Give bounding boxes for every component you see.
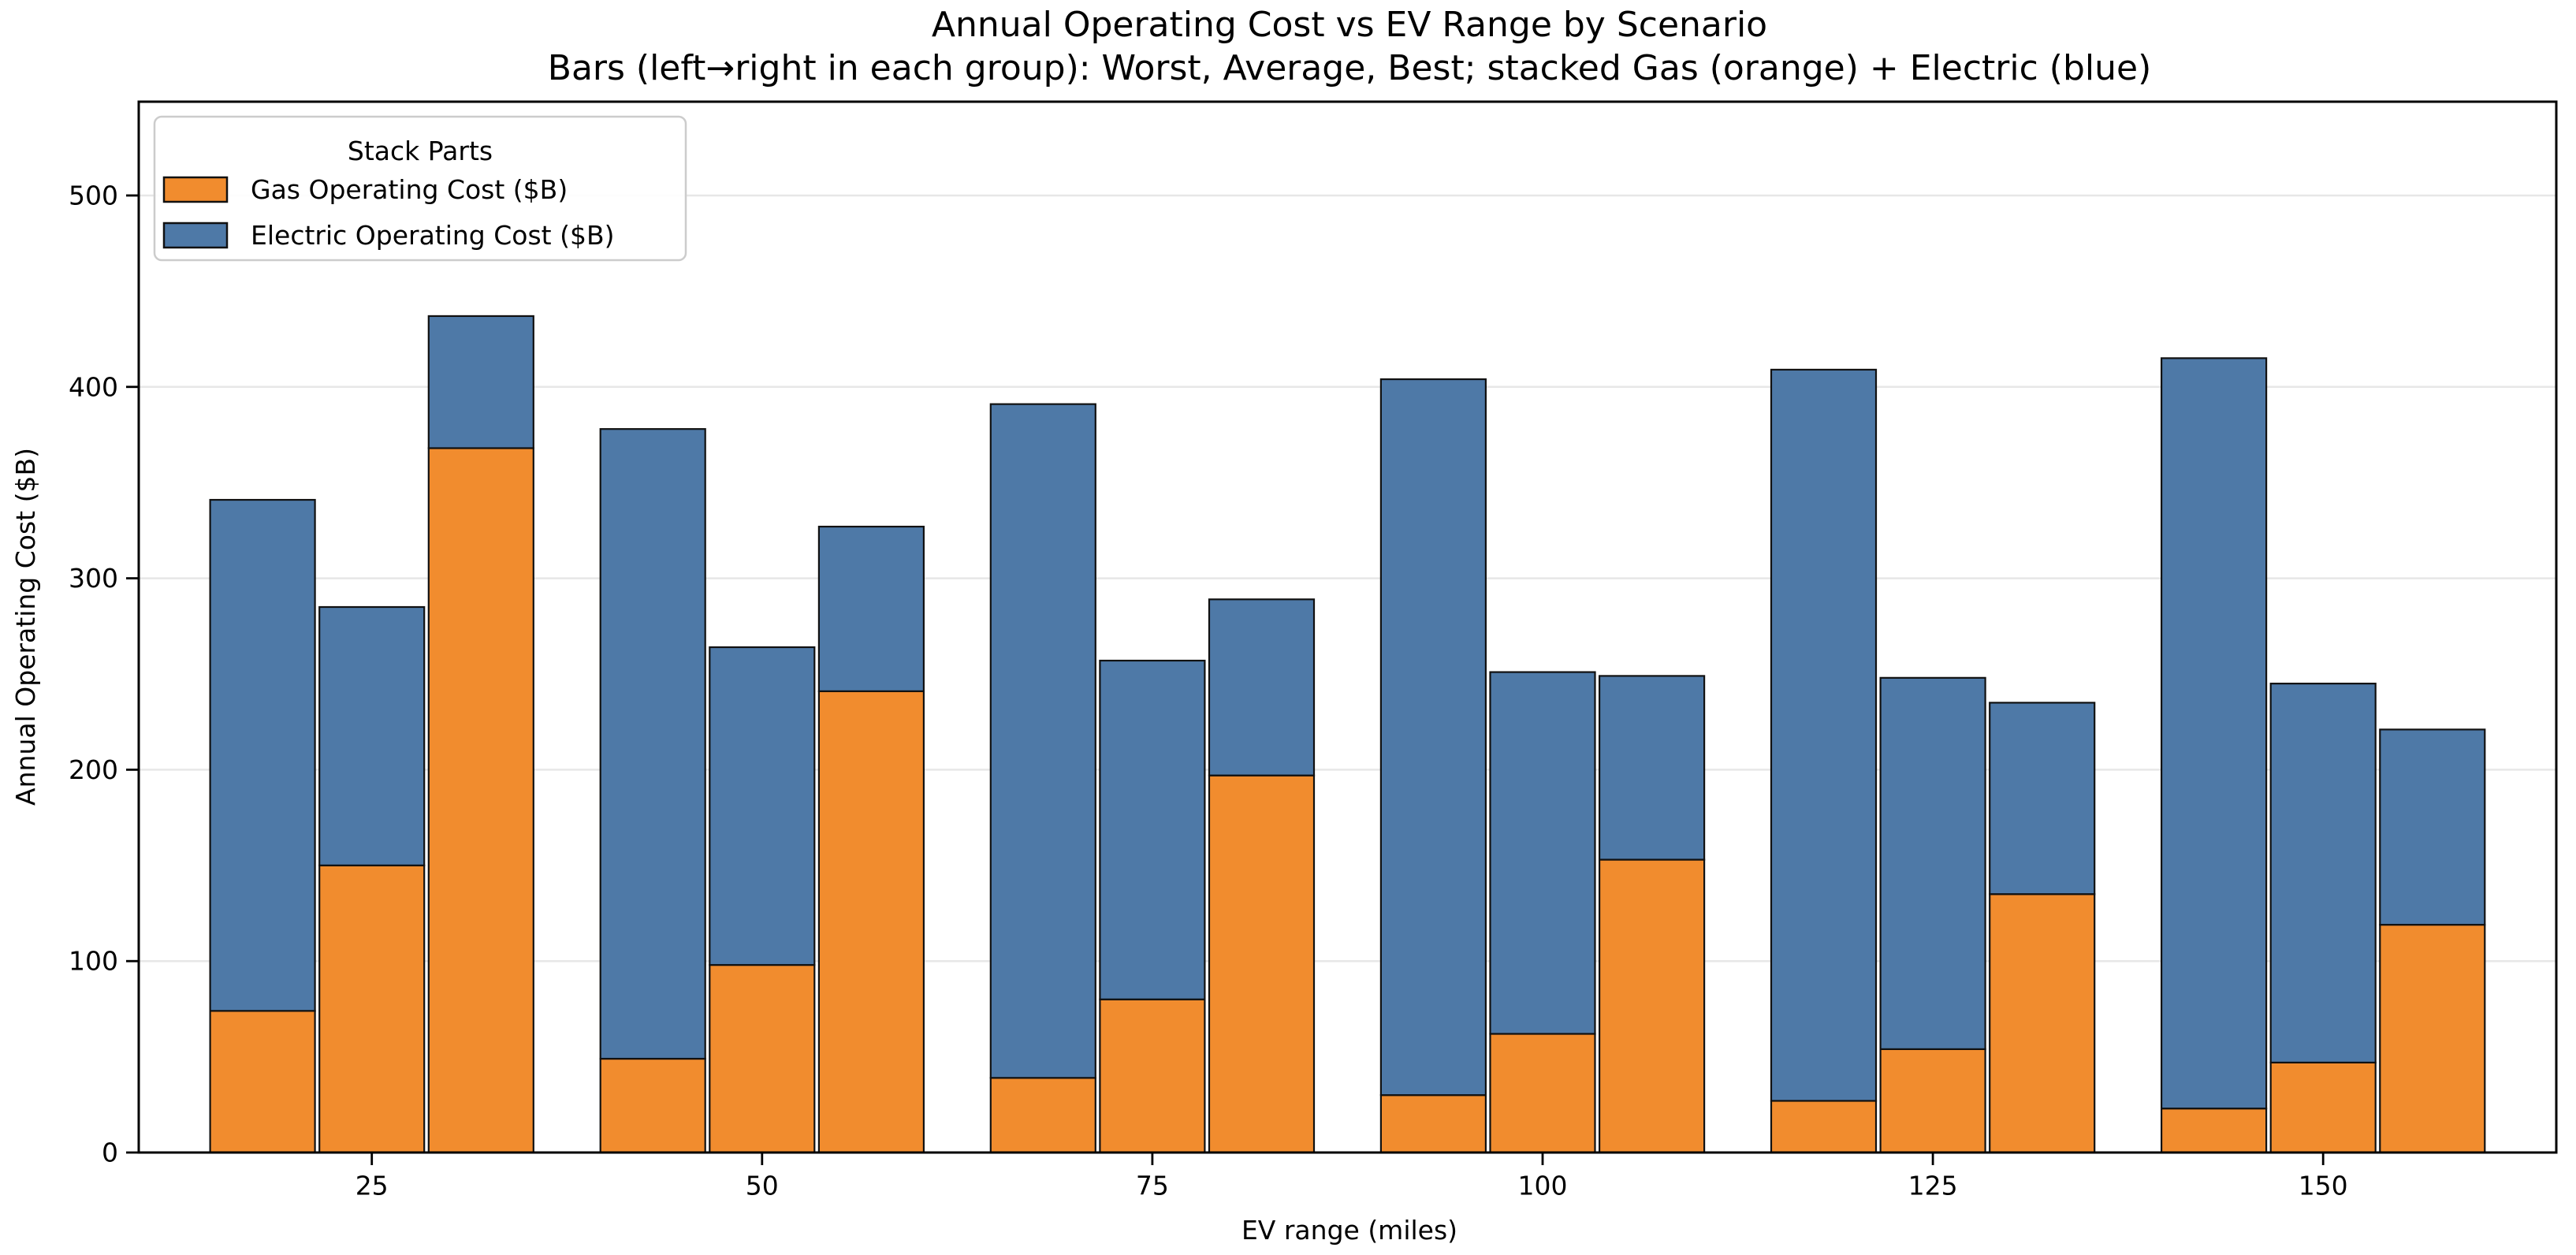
bar-segment-electric-average-50 xyxy=(709,646,816,966)
x-tick-label: 75 xyxy=(1136,1171,1169,1201)
bar-segment-electric-best-100 xyxy=(1598,675,1706,861)
x-axis-label: EV range (miles) xyxy=(1241,1215,1457,1246)
bar-segment-gas-worst-50 xyxy=(599,1057,706,1154)
x-tick-label: 125 xyxy=(1908,1171,1958,1201)
bar-segment-gas-best-75 xyxy=(1208,774,1316,1154)
bar-segment-electric-best-75 xyxy=(1208,598,1316,776)
x-tick-label: 25 xyxy=(356,1171,389,1201)
y-tick-label: 200 xyxy=(69,754,118,785)
bar-segment-gas-worst-100 xyxy=(1379,1094,1487,1154)
bar-segment-gas-best-125 xyxy=(1989,893,2096,1154)
bar-segment-electric-worst-25 xyxy=(209,498,316,1012)
bar-segment-electric-best-25 xyxy=(427,315,534,449)
bar-segment-electric-worst-50 xyxy=(599,428,706,1060)
bar-segment-electric-average-125 xyxy=(1879,676,1986,1050)
bar-segment-electric-worst-125 xyxy=(1770,368,1878,1102)
x-tick-label: 100 xyxy=(1518,1171,1568,1201)
bar-segment-gas-average-100 xyxy=(1489,1033,1596,1154)
legend-label-gas: Gas Operating Cost ($B) xyxy=(251,174,568,205)
bar-segment-electric-worst-150 xyxy=(2161,357,2268,1110)
bar-segment-gas-worst-75 xyxy=(989,1077,1096,1154)
y-tick-label: 100 xyxy=(69,946,118,977)
legend-swatch-gas xyxy=(162,176,229,203)
chart-subtitle: Bars (left→right in each group): Worst, … xyxy=(548,48,2151,88)
bar-segment-gas-best-50 xyxy=(817,690,925,1154)
plot-frame xyxy=(137,100,2558,1154)
legend-title: Stack Parts xyxy=(348,136,493,166)
bar-segment-gas-average-25 xyxy=(318,864,426,1154)
x-tick-label: 150 xyxy=(2299,1171,2348,1201)
legend-swatch-electric xyxy=(162,222,229,249)
bar-segment-electric-average-25 xyxy=(318,605,426,866)
y-axis-label: Annual Operating Cost ($B) xyxy=(10,448,41,806)
bar-segment-electric-average-150 xyxy=(2269,683,2377,1063)
bar-segment-gas-average-75 xyxy=(1099,998,1206,1154)
bars-layer xyxy=(209,315,2486,1154)
bar-segment-gas-average-125 xyxy=(1879,1048,1986,1154)
bar-segment-gas-best-150 xyxy=(2379,923,2486,1154)
bar-segment-electric-best-150 xyxy=(2379,728,2486,926)
y-tick-label: 300 xyxy=(69,563,118,594)
bar-segment-gas-worst-150 xyxy=(2161,1108,2268,1154)
chart-title: Annual Operating Cost vs EV Range by Sce… xyxy=(932,5,1767,45)
x-axis-ticks: 25 50 75 100 125 150 xyxy=(356,1153,2348,1201)
bar-segment-electric-worst-100 xyxy=(1379,378,1487,1097)
y-tick-label: 500 xyxy=(69,180,118,210)
bar-segment-electric-average-100 xyxy=(1489,671,1596,1035)
bar-segment-gas-best-25 xyxy=(427,447,534,1154)
legend-label-electric: Electric Operating Cost ($B) xyxy=(251,220,614,251)
bar-segment-electric-worst-75 xyxy=(989,403,1096,1079)
y-axis-ticks: 0 100 200 300 400 500 xyxy=(69,180,139,1168)
bar-segment-gas-worst-125 xyxy=(1770,1100,1878,1154)
bar-segment-gas-average-150 xyxy=(2269,1061,2377,1154)
x-tick-label: 50 xyxy=(746,1171,779,1201)
bar-segment-gas-best-100 xyxy=(1598,858,1706,1154)
bar-segment-electric-best-50 xyxy=(817,525,925,692)
y-tick-label: 0 xyxy=(102,1138,118,1168)
bar-segment-electric-average-75 xyxy=(1099,659,1206,1000)
bar-segment-electric-best-125 xyxy=(1989,702,2096,896)
legend: Stack Parts Gas Operating Cost ($B) Elec… xyxy=(153,115,687,262)
y-tick-label: 400 xyxy=(69,371,118,402)
legend-frame xyxy=(153,115,687,262)
bar-segment-gas-average-50 xyxy=(709,963,816,1154)
bar-segment-gas-worst-25 xyxy=(209,1010,316,1154)
